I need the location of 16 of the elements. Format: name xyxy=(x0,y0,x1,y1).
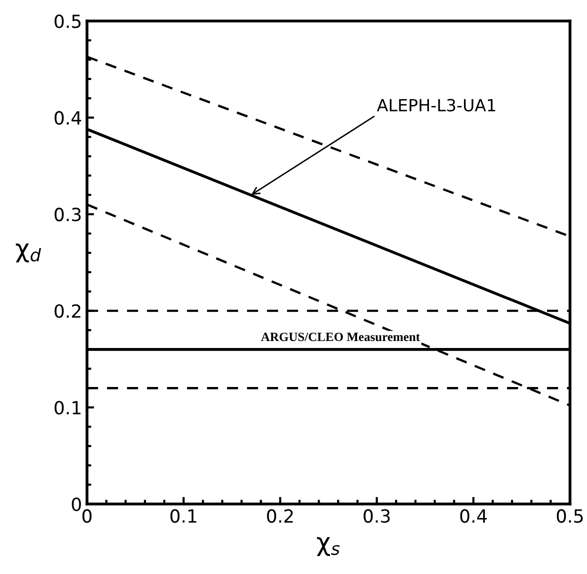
x-axis-title: χ$_{s}$ xyxy=(316,537,340,556)
x-tick-label: 0.3 xyxy=(364,509,390,523)
annotation: ALEPH-L3-UA1 xyxy=(376,98,496,112)
x-tick-label: 0.5 xyxy=(556,509,583,523)
x-tick-label: 0.1 xyxy=(170,509,196,523)
x-tick-label: 0.2 xyxy=(267,509,293,523)
y-tick-label: 0.4 xyxy=(54,111,82,125)
x-tick-label: 0.4 xyxy=(460,509,487,523)
y-axis-title: χ$_{d}$ xyxy=(16,244,42,262)
y-tick-label: 0.1 xyxy=(54,400,80,415)
y-tick-label: 0.2 xyxy=(54,304,80,318)
ref-line-label: ARGUS/CLEO Measurement xyxy=(261,332,420,342)
y-tick-label: 0.3 xyxy=(54,208,81,222)
x-tick-label: 0 xyxy=(82,509,92,523)
y-tick-label: 0 xyxy=(72,497,81,512)
y-tick-label: 0.5 xyxy=(54,14,81,28)
